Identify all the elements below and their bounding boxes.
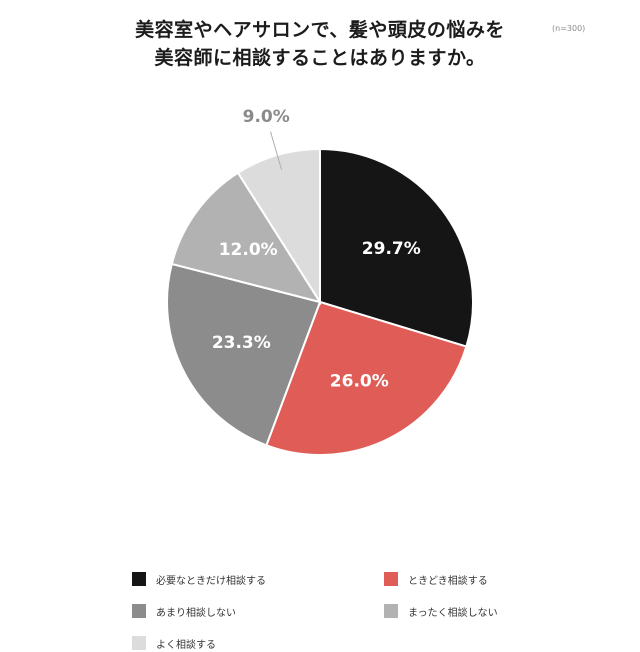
legend-label-4: まったく相談しない [408, 607, 498, 619]
legend-label-3: あまり相談しない [156, 607, 236, 619]
legend-item-4: まったく相談しない [384, 602, 498, 620]
data-label-4: 12.0% [219, 240, 278, 260]
pie-slice-1 [319, 147, 474, 348]
data-label-2: 26.0% [330, 372, 389, 392]
data-label-3: 23.3% [212, 333, 271, 353]
pie-slice-3 [166, 262, 322, 447]
legend-swatch-1 [132, 572, 146, 586]
chart-legend: 必要なときだけ相談する ときどき相談する あまり相談しない まったく相談しない … [132, 570, 552, 652]
legend-label-5: よく相談する [156, 639, 216, 651]
chart-title: 美容室やヘアサロンで、髪や頭皮の悩みを 美容師に相談することはありますか。 [0, 16, 640, 72]
data-label-5: 9.0% [243, 107, 290, 127]
legend-item-5: よく相談する [132, 634, 216, 652]
data-label-1: 29.7% [362, 239, 421, 259]
legend-label-1: 必要なときだけ相談する [156, 575, 266, 587]
legend-swatch-5 [132, 636, 146, 650]
legend-swatch-3 [132, 604, 146, 618]
legend-swatch-2 [384, 572, 398, 586]
chart-title-line-1: 美容室やヘアサロンで、髪や頭皮の悩みを [135, 19, 505, 41]
legend-item-3: あまり相談しない [132, 602, 236, 620]
leader-line-5 [270, 131, 283, 170]
legend-label-2: ときどき相談する [408, 575, 488, 587]
legend-swatch-4 [384, 604, 398, 618]
pie-slice-2 [265, 300, 468, 456]
legend-item-1: 必要なときだけ相談する [132, 570, 266, 588]
sample-size-note: (n=300) [552, 24, 586, 33]
chart-title-line-2: 美容師に相談することはありますか。 [154, 47, 486, 69]
pie-slice-4 [170, 171, 323, 304]
legend-item-2: ときどき相談する [384, 570, 488, 588]
